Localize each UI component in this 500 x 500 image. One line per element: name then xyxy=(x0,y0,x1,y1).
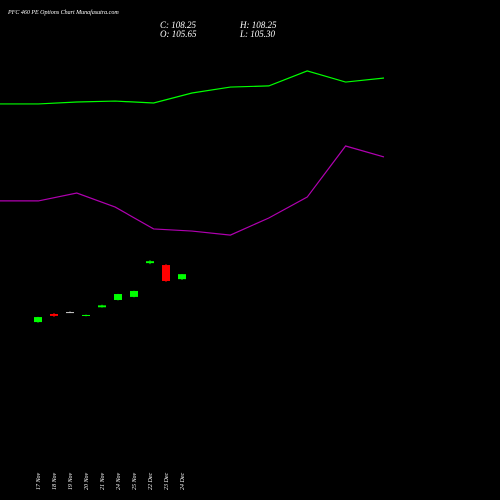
open-label: O: 105.65 xyxy=(160,29,197,39)
x-tick-label: 25 Nov xyxy=(132,472,138,490)
indicator-line xyxy=(0,70,385,105)
candle-body xyxy=(98,305,106,308)
low-label: L: 105.30 xyxy=(239,29,276,39)
candle-body xyxy=(82,314,90,316)
x-tick-label: 20 Nov xyxy=(84,472,90,490)
x-tick-label: 22 Dec xyxy=(148,473,154,490)
indicator-line xyxy=(0,145,385,236)
x-tick-label: 24 Nov xyxy=(115,472,122,490)
x-tick-label: 23 Dec xyxy=(164,473,170,490)
candle-body xyxy=(50,314,58,316)
candle-body xyxy=(130,290,138,297)
x-tick-label: 21 Nov xyxy=(100,472,106,490)
close-label: C: 108.25 xyxy=(160,20,197,30)
candle-body xyxy=(66,312,74,314)
x-tick-label: 24 Dec xyxy=(179,473,186,490)
candle-body xyxy=(114,294,122,300)
x-tick-label: 17 Nov xyxy=(36,472,42,490)
candle-body xyxy=(146,261,154,264)
candle-body xyxy=(34,317,42,323)
x-tick-label: 19 Nov xyxy=(68,472,74,490)
candle-body xyxy=(162,265,170,281)
chart-title: PFC 460 PE Options Chart Munafasutra.com xyxy=(7,9,119,16)
x-tick-label: 18 Nov xyxy=(52,472,58,490)
high-label: H: 108.25 xyxy=(239,20,277,30)
candle-body xyxy=(178,274,186,280)
